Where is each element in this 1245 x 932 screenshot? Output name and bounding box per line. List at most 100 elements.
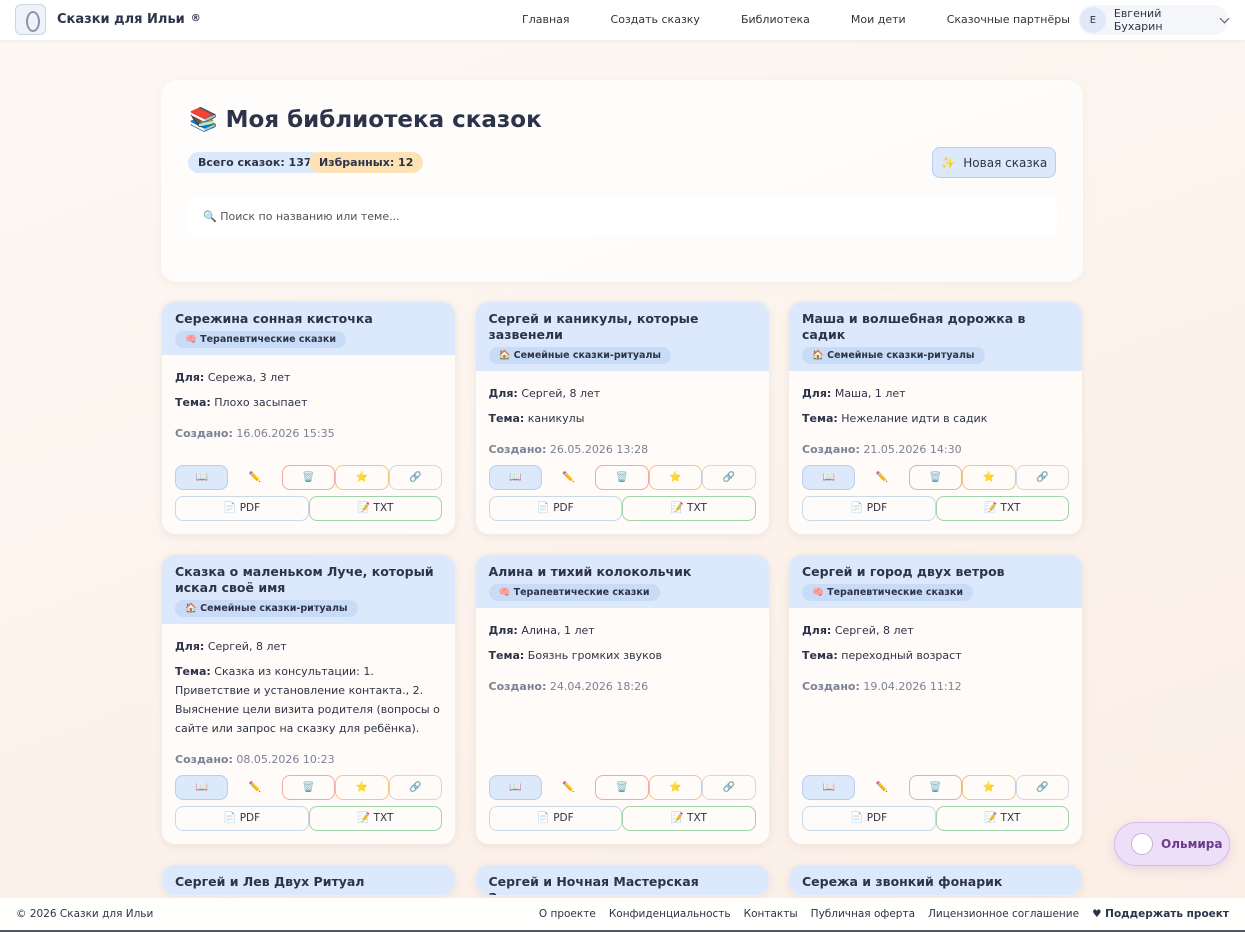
created-label: Создано: (802, 443, 860, 456)
nav-link[interactable]: Мои дети (850, 13, 906, 26)
edit-button[interactable]: ✏️ (248, 472, 262, 483)
card-header: Сергей и город двух ветров 🧠 Терапевтичес… (789, 555, 1082, 608)
story-card: Сергей и город двух ветров 🧠 Терапевтичес… (788, 554, 1083, 845)
delete-button[interactable]: 🗑️ (908, 775, 963, 800)
for-label: Для: (488, 387, 518, 400)
read-button[interactable]: 📖 (175, 465, 229, 490)
edit-button[interactable]: ✏️ (875, 472, 889, 483)
story-grid: Сережина сонная кисточка 🧠 Терапевтически… (161, 301, 1083, 896)
story-tag: 🏠 Семейные сказки-ритуалы (175, 600, 358, 617)
story-theme: Тема: Сказка из консультации: 1. Приветс… (175, 662, 442, 738)
txt-button[interactable]: 📝 TXT (622, 806, 756, 831)
favorite-button[interactable]: ⭐ (648, 775, 703, 800)
read-button[interactable]: 📖 (802, 465, 856, 490)
favorite-button[interactable]: ⭐ (962, 775, 1016, 800)
brand-mark: ® (190, 13, 201, 24)
delete-button[interactable]: 🗑️ (281, 775, 336, 800)
favorite-button[interactable]: ⭐ (335, 775, 389, 800)
txt-button[interactable]: 📝 TXT (622, 496, 756, 521)
pdf-button[interactable]: 📄 PDF (488, 806, 622, 831)
read-button[interactable]: 📖 (175, 775, 229, 800)
story-card: Алина и тихий колокольчик 🧠 Терапевтическ… (474, 554, 770, 845)
card-header: Алина и тихий колокольчик 🧠 Терапевтическ… (475, 555, 769, 608)
read-button[interactable]: 📖 (802, 775, 856, 800)
story-theme: Тема: Плохо засыпает (175, 393, 442, 412)
favorite-button[interactable]: ⭐ (648, 465, 703, 490)
story-title[interactable]: Сергей и каникулы, которые зазвенели (488, 311, 699, 342)
edit-button[interactable]: ✏️ (248, 782, 262, 793)
theme-value: Нежелание идти в садик (841, 412, 988, 425)
assistant-icon (1131, 833, 1153, 855)
story-title[interactable]: Маша и волшебная дорожка в садик (802, 311, 1026, 342)
assistant-button[interactable]: Ольмира (1114, 822, 1230, 866)
delete-button[interactable]: 🗑️ (908, 465, 963, 490)
pdf-button[interactable]: 📄 PDF (175, 806, 309, 831)
pdf-button[interactable]: 📄 PDF (802, 496, 936, 521)
delete-button[interactable]: 🗑️ (595, 775, 649, 800)
favorite-button[interactable]: ⭐ (335, 465, 389, 490)
caret (1219, 13, 1230, 23)
footer-link[interactable]: О проекте (538, 908, 596, 920)
txt-button[interactable]: 📝 TXT (308, 496, 442, 521)
nav: Главная Создать сказку Библиотека Мои дети С… (522, 13, 1070, 26)
link-button[interactable]: 🔗 (702, 775, 756, 800)
created-value: 21.05.2026 14:30 (863, 443, 962, 456)
nav-link[interactable]: Создать сказку (610, 13, 700, 26)
link-button[interactable]: 🔗 (702, 465, 756, 490)
read-button[interactable]: 📖 (488, 775, 542, 800)
nav-link[interactable]: Сказочные партнёры (946, 13, 1070, 26)
story-title[interactable]: Сергей и город двух ветров (802, 564, 1005, 579)
story-card: Сережа и звонкий фонарик (788, 864, 1083, 896)
favorite-button[interactable]: ⭐ (962, 465, 1016, 490)
story-title[interactable]: Сережина сонная кисточка (175, 311, 373, 326)
footer-link[interactable]: Конфиденциальность (608, 908, 731, 920)
pdf-button[interactable]: 📄 PDF (175, 496, 309, 521)
theme-value: переходный возраст (841, 649, 962, 662)
edit-button[interactable]: ✏️ (562, 782, 575, 793)
story-title[interactable]: Сергей и Ночная Мастерская Затерянного (488, 874, 699, 895)
nav-link[interactable]: Главная (522, 13, 570, 26)
read-button[interactable]: 📖 (488, 465, 542, 490)
edit-button[interactable]: ✏️ (562, 472, 575, 483)
logo[interactable] (15, 4, 46, 35)
created-label: Создано: (802, 680, 860, 693)
pdf-button[interactable]: 📄 PDF (802, 806, 936, 831)
theme-value: Сказка из консультации: 1. Приветствие и… (175, 665, 440, 735)
theme-label: Тема: (175, 396, 211, 409)
footer-link[interactable]: Лицензионное соглашение (928, 908, 1080, 920)
delete-button[interactable]: 🗑️ (281, 465, 336, 490)
brand[interactable]: Сказки для Ильи ® (57, 12, 201, 27)
link-button[interactable]: 🔗 (1015, 465, 1069, 490)
search-input[interactable]: 🔍 Поиск по названию или теме... (187, 197, 1057, 236)
link-button[interactable]: 🔗 (1015, 775, 1069, 800)
theme-value: Плохо засыпает (214, 396, 308, 409)
brand-name: Сказки для Ильи (57, 12, 185, 27)
story-title[interactable]: Сказка о маленьком Луче, который искал с… (175, 564, 434, 595)
support-link[interactable]: ♥ Поддержать проект (1092, 908, 1229, 920)
txt-button[interactable]: 📝 TXT (935, 496, 1069, 521)
theme-value: каникулы (527, 412, 585, 425)
for-value: Сергей, 8 лет (207, 640, 287, 653)
library-title: 📚 Моя библиотека сказок (189, 106, 550, 133)
footer-link[interactable]: Публичная оферта (810, 908, 916, 920)
pdf-button[interactable]: 📄 PDF (488, 496, 622, 521)
link-button[interactable]: 🔗 (388, 465, 442, 490)
nav-link[interactable]: Библиотека (740, 13, 810, 26)
card-body: Для: Сергей, 8 лет Тема: каникулы Создано:… (476, 371, 769, 534)
footer-link[interactable]: Контакты (743, 908, 798, 920)
story-title[interactable]: Сергей и Лев Двух Ритуал (175, 874, 365, 889)
story-theme: Тема: Боязнь громких звуков (489, 646, 756, 665)
story-card: Сказка о маленьком Луче, который искал с… (161, 554, 456, 845)
edit-button[interactable]: ✏️ (875, 782, 889, 793)
link-button[interactable]: 🔗 (388, 775, 442, 800)
story-title[interactable]: Алина и тихий колокольчик (488, 564, 692, 579)
txt-button[interactable]: 📝 TXT (308, 806, 442, 831)
theme-label: Тема: (802, 412, 838, 425)
new-story-button[interactable]: ✨ Новая сказка (932, 147, 1056, 178)
delete-button[interactable]: 🗑️ (595, 465, 649, 490)
txt-button[interactable]: 📝 TXT (935, 806, 1069, 831)
story-title[interactable]: Сережа и звонкий фонарик (802, 874, 1003, 889)
user-menu[interactable]: Е Евгений Бухарин (1078, 5, 1230, 35)
top-bar: Сказки для Ильи ® Главная Создать сказку Би… (0, 0, 1245, 40)
